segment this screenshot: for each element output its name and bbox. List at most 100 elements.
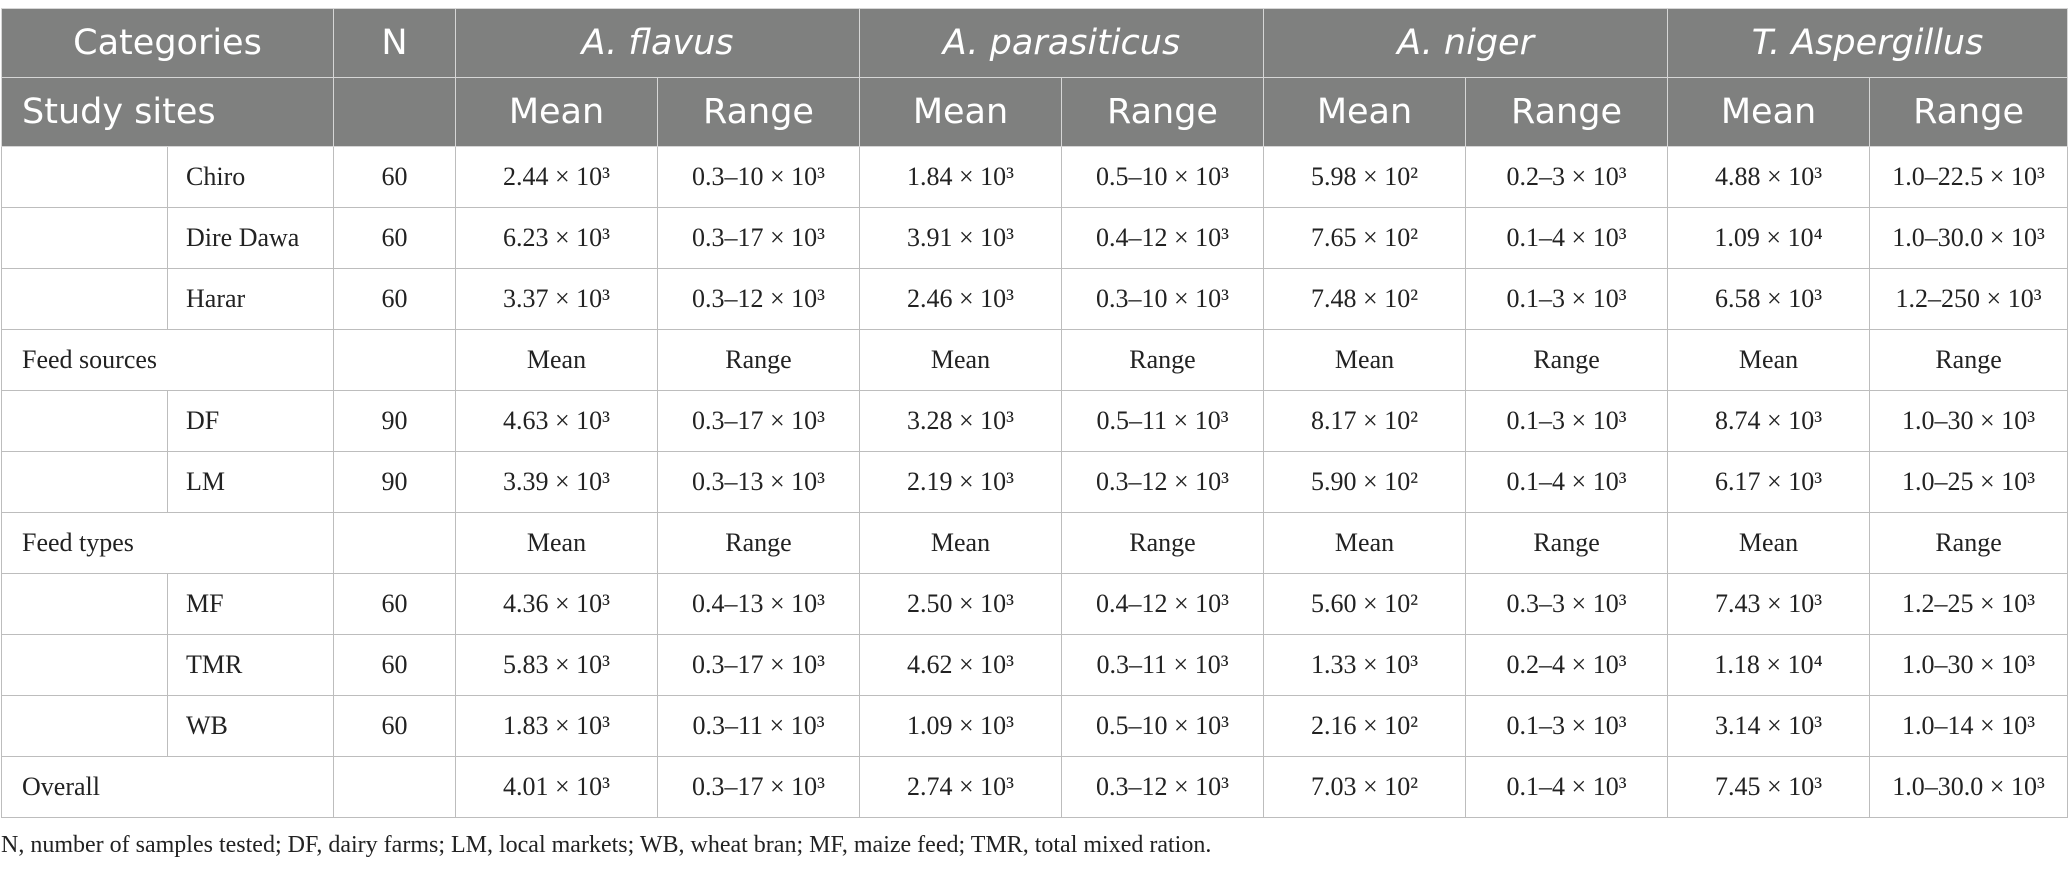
mean-cell: 5.98 × 10² (1263, 146, 1467, 208)
n-cell: 60 (333, 268, 456, 330)
mean-cell: 5.83 × 10³ (455, 634, 658, 696)
n-cell: 60 (333, 573, 456, 635)
row-label-cell: Harar (167, 268, 334, 330)
mean-cell: 1.18 × 10⁴ (1667, 634, 1871, 696)
indent-cell (1, 146, 168, 208)
table-row: Harar 60 3.37 × 10³ 0.3–12 × 10³ 2.46 × 10³ 0… (1, 268, 2068, 330)
range-cell: 0.3–12 × 10³ (1060, 756, 1265, 818)
mean-cell: Mean (455, 329, 658, 391)
header-range: Range (1060, 77, 1265, 147)
mean-cell: 2.46 × 10³ (859, 268, 1062, 330)
range-cell: Range (1869, 512, 2068, 574)
row-label-cell: DF (167, 390, 334, 452)
header-species-a-niger: A. niger (1263, 8, 1669, 78)
range-cell: 0.2–4 × 10³ (1465, 634, 1669, 696)
mean-cell: 3.91 × 10³ (859, 207, 1062, 269)
header-species-a-parasiticus: A. parasiticus (858, 8, 1265, 78)
mean-cell: 6.58 × 10³ (1667, 268, 1871, 330)
header-categories: Categories (1, 8, 334, 78)
table-row: LM 90 3.39 × 10³ 0.3–13 × 10³ 2.19 × 10³ 0.3–… (1, 451, 2068, 513)
group-label-cell: Overall (1, 756, 334, 818)
range-cell: 1.2–25 × 10³ (1869, 573, 2068, 635)
mean-cell: 2.19 × 10³ (859, 451, 1062, 513)
mean-cell: 4.62 × 10³ (859, 634, 1062, 696)
table-row: DF 90 4.63 × 10³ 0.3–17 × 10³ 3.28 × 10³ 0.5–… (1, 390, 2068, 452)
n-cell: 60 (333, 207, 456, 269)
mean-cell: 4.88 × 10³ (1667, 146, 1871, 208)
range-cell: 1.0–30 × 10³ (1869, 634, 2068, 696)
group-label-cell: Feed types (1, 512, 334, 574)
range-cell: 0.5–11 × 10³ (1060, 390, 1265, 452)
header-study-sites: Study sites (1, 77, 334, 147)
range-cell: 1.0–30.0 × 10³ (1869, 207, 2068, 269)
indent-cell (1, 268, 168, 330)
mean-cell: 7.45 × 10³ (1667, 756, 1871, 818)
range-cell: 0.1–3 × 10³ (1465, 390, 1669, 452)
header-species-a-flavus: A. flavus (455, 8, 860, 78)
indent-cell (1, 390, 168, 452)
mean-cell: 4.36 × 10³ (455, 573, 658, 635)
range-cell: Range (1465, 512, 1669, 574)
range-cell: 1.0–14 × 10³ (1869, 695, 2068, 757)
range-cell: 0.5–10 × 10³ (1060, 146, 1265, 208)
header-range: Range (1869, 77, 2068, 147)
mean-cell: 8.74 × 10³ (1667, 390, 1871, 452)
range-cell: Range (1465, 329, 1669, 391)
table-footnote: N, number of samples tested; DF, dairy f… (1, 832, 1212, 858)
range-cell: 0.3–17 × 10³ (657, 390, 860, 452)
mean-cell: 5.90 × 10² (1263, 451, 1467, 513)
range-cell: 0.3–17 × 10³ (657, 634, 860, 696)
range-cell: 0.3–12 × 10³ (1060, 451, 1265, 513)
fungal-counts-table: Categories N A. flavus A. parasiticus A.… (1, 8, 2068, 818)
header-species-t-aspergillus: T. Aspergillus (1667, 8, 2068, 78)
range-cell: Range (657, 329, 860, 391)
indent-cell (1, 695, 168, 757)
header-n-blank (333, 77, 456, 147)
mean-cell: Mean (859, 512, 1062, 574)
mean-cell: 1.83 × 10³ (455, 695, 658, 757)
range-cell: 0.4–13 × 10³ (657, 573, 860, 635)
range-cell: 0.3–11 × 10³ (1060, 634, 1265, 696)
header-n: N (333, 8, 456, 78)
n-cell: 60 (333, 695, 456, 757)
header-range: Range (1465, 77, 1669, 147)
row-label-cell: TMR (167, 634, 334, 696)
range-cell: 1.2–250 × 10³ (1869, 268, 2068, 330)
table-container: Categories N A. flavus A. parasiticus A.… (0, 8, 2068, 859)
range-cell: 0.3–17 × 10³ (657, 756, 860, 818)
mean-cell: 8.17 × 10² (1263, 390, 1467, 452)
mean-cell: Mean (859, 329, 1062, 391)
range-cell: 1.0–30.0 × 10³ (1869, 756, 2068, 818)
mean-cell: 2.16 × 10² (1263, 695, 1467, 757)
mean-cell: 2.74 × 10³ (859, 756, 1062, 818)
n-cell (333, 756, 456, 818)
mean-cell: 2.44 × 10³ (455, 146, 658, 208)
table-body: Chiro 60 2.44 × 10³ 0.3–10 × 10³ 1.84 × 10³ 0… (1, 146, 2068, 818)
row-label-cell: MF (167, 573, 334, 635)
n-cell: 90 (333, 451, 456, 513)
range-cell: 1.0–22.5 × 10³ (1869, 146, 2068, 208)
row-label-cell: Dire Dawa (167, 207, 334, 269)
n-cell (333, 329, 456, 391)
mean-cell: 3.14 × 10³ (1667, 695, 1871, 757)
range-cell: Range (1060, 512, 1265, 574)
mean-cell: 4.01 × 10³ (455, 756, 658, 818)
indent-cell (1, 207, 168, 269)
mean-cell: 6.23 × 10³ (455, 207, 658, 269)
table-row: Feed types Mean Range Mean Range Mean Range Mea… (1, 512, 2068, 574)
row-label-cell: Chiro (167, 146, 334, 208)
row-label-cell: LM (167, 451, 334, 513)
n-cell: 90 (333, 390, 456, 452)
row-label-cell: WB (167, 695, 334, 757)
range-cell: 0.5–10 × 10³ (1060, 695, 1265, 757)
range-cell: 0.3–13 × 10³ (657, 451, 860, 513)
mean-cell: Mean (1263, 329, 1467, 391)
header-row-species: Categories N A. flavus A. parasiticus A.… (1, 8, 2068, 78)
range-cell: 0.3–12 × 10³ (657, 268, 860, 330)
header-range: Range (657, 77, 860, 147)
table-row: MF 60 4.36 × 10³ 0.4–13 × 10³ 2.50 × 10³ 0.4–… (1, 573, 2068, 635)
n-cell: 60 (333, 146, 456, 208)
range-cell: 1.0–30 × 10³ (1869, 390, 2068, 452)
mean-cell: 3.37 × 10³ (455, 268, 658, 330)
header-mean: Mean (859, 77, 1062, 147)
